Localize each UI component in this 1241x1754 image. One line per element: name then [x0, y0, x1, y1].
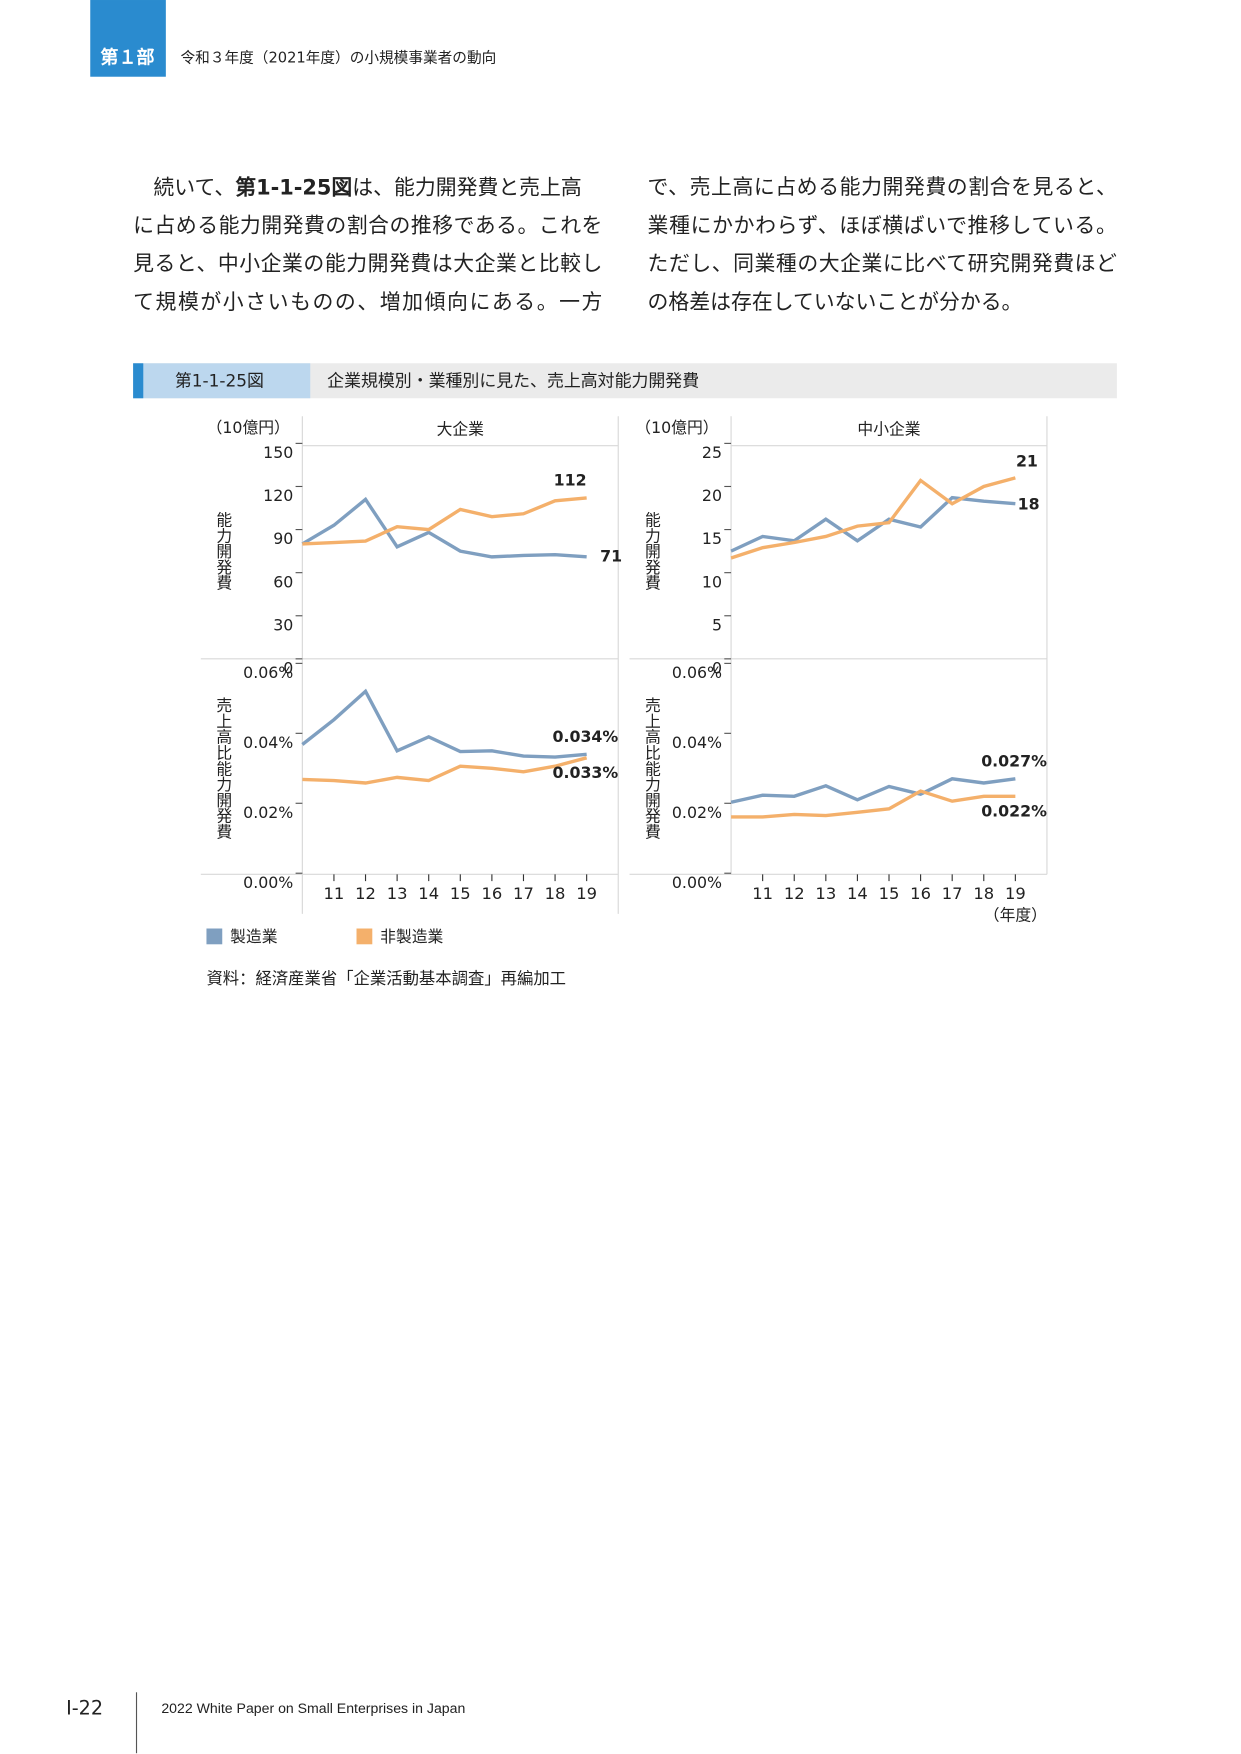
series-line	[302, 496, 587, 546]
y-tick-label: 0.02%	[672, 803, 722, 822]
chart-frame	[200, 416, 1048, 914]
series-line	[301, 688, 587, 759]
x-tick-label: 15	[450, 884, 471, 903]
data-label: 0.027%	[981, 751, 1047, 770]
x-tick-label: 16	[481, 884, 502, 903]
x-tick-label: 17	[513, 884, 534, 903]
body-line: 続いて、第1-1-25図は、能力開発費と売上高	[153, 175, 581, 200]
panel-title: 大企業	[437, 419, 485, 438]
y-tick-label: 20	[702, 486, 722, 505]
y-tick-label: 15	[702, 529, 722, 548]
x-tick-label: 19	[1005, 884, 1026, 903]
y-tick-label: 0.06%	[672, 663, 722, 682]
body-line: に占める能力開発費の割合の推移である。これを	[133, 213, 602, 237]
x-tick-label: 15	[879, 884, 900, 903]
y-tick-label: 10	[702, 572, 722, 591]
body-line: の格差は存在していないことが分かる。	[648, 290, 1023, 314]
header-title: 令和３年度（2021年度）の小規模事業者の動向	[181, 50, 497, 67]
series-line	[301, 496, 587, 559]
series-line	[731, 789, 1016, 819]
x-tick-label: 18	[973, 884, 994, 903]
y-tick-label: 60	[273, 572, 293, 591]
series-line	[730, 777, 1016, 804]
y-tick-label: 5	[712, 615, 722, 634]
y-tick-label: 30	[273, 615, 293, 634]
x-tick-label: 16	[910, 884, 931, 903]
y-tick-label: 0.04%	[672, 733, 722, 752]
body-line: 業種にかかわらず、ほぼ横ばいで推移している。	[648, 213, 1117, 237]
y-unit: （10億円）	[207, 418, 290, 437]
part-label: 第１部	[100, 47, 154, 69]
x-tick-label: 11	[752, 884, 773, 903]
panel-title: 中小企業	[857, 419, 920, 438]
x-tick-label: 17	[942, 884, 963, 903]
source: 資料：経済産業省「企業活動基本調査」再編加工	[206, 969, 566, 988]
data-label: 18	[1018, 494, 1040, 513]
y-axis-title: 売上高比能力開発費	[642, 697, 661, 839]
y-tick-label: 150	[263, 443, 293, 462]
legend-label: 非製造業	[380, 927, 443, 946]
body-line: て規模が小さいものの、増加傾向にある。一方	[133, 290, 602, 314]
page-number: I-22	[66, 1697, 103, 1720]
series-line	[730, 476, 1016, 560]
body-ref: 第1-1-25図	[235, 175, 352, 199]
x-unit: （年度）	[984, 906, 1047, 925]
figure-title: 企業規模別・業種別に見た、売上高対能力開発費	[327, 370, 699, 390]
y-tick-label: 120	[263, 486, 293, 505]
y-tick-label: 0	[712, 659, 722, 678]
y-tick-label: 25	[702, 443, 722, 462]
body-line: で、売上高に占める能力開発費の割合を見ると、	[648, 175, 1117, 199]
x-tick-label: 13	[387, 884, 408, 903]
figure-number-bg	[133, 363, 311, 399]
series-line	[730, 495, 1016, 553]
y-tick-label: 0.00%	[243, 873, 293, 892]
x-tick-label: 14	[418, 884, 439, 903]
footer-title: 2022 White Paper on Small Enterprises in…	[161, 1700, 465, 1716]
y-unit: （10億円）	[635, 418, 718, 437]
body-text: 続いて、	[153, 175, 235, 199]
series-line	[302, 756, 588, 785]
data-label: 112	[554, 471, 587, 490]
y-tick-label: 0.06%	[243, 663, 293, 682]
y-tick-label: 0.02%	[243, 803, 293, 822]
legend-label: 製造業	[230, 927, 278, 946]
legend-swatch	[206, 928, 223, 945]
data-label: 0.034%	[553, 727, 619, 746]
data-label: 71	[600, 546, 622, 565]
y-axis-title: 能力開発費	[214, 512, 233, 591]
data-label: 21	[1016, 452, 1038, 471]
body-line: ただし、同業種の大企業に比べて研究開発費ほど	[648, 252, 1117, 276]
y-axis-title: 売上高比能力開発費	[214, 697, 233, 839]
x-tick-label: 12	[784, 884, 805, 903]
y-tick-label: 90	[273, 529, 293, 548]
part-badge	[90, 0, 166, 77]
body-line: 見ると、中小企業の能力開発費は大企業と比較し	[133, 252, 602, 276]
legend-swatch	[356, 928, 373, 945]
x-tick-label: 12	[355, 884, 376, 903]
x-tick-label: 19	[576, 884, 597, 903]
x-tick-label: 14	[847, 884, 868, 903]
body-text: は、能力開発費と売上高	[352, 175, 581, 199]
data-label: 0.022%	[981, 802, 1047, 821]
x-tick-label: 11	[324, 884, 345, 903]
y-tick-label: 0.00%	[672, 873, 722, 892]
figure-accent	[133, 363, 144, 399]
x-tick-label: 18	[545, 884, 566, 903]
figure-number: 第1-1-25図	[175, 370, 264, 390]
y-tick-label: 0	[283, 659, 293, 678]
y-axis-title: 能力開発費	[642, 512, 661, 591]
data-label: 0.033%	[553, 763, 619, 782]
y-tick-label: 0.04%	[243, 733, 293, 752]
x-tick-label: 13	[815, 884, 836, 903]
